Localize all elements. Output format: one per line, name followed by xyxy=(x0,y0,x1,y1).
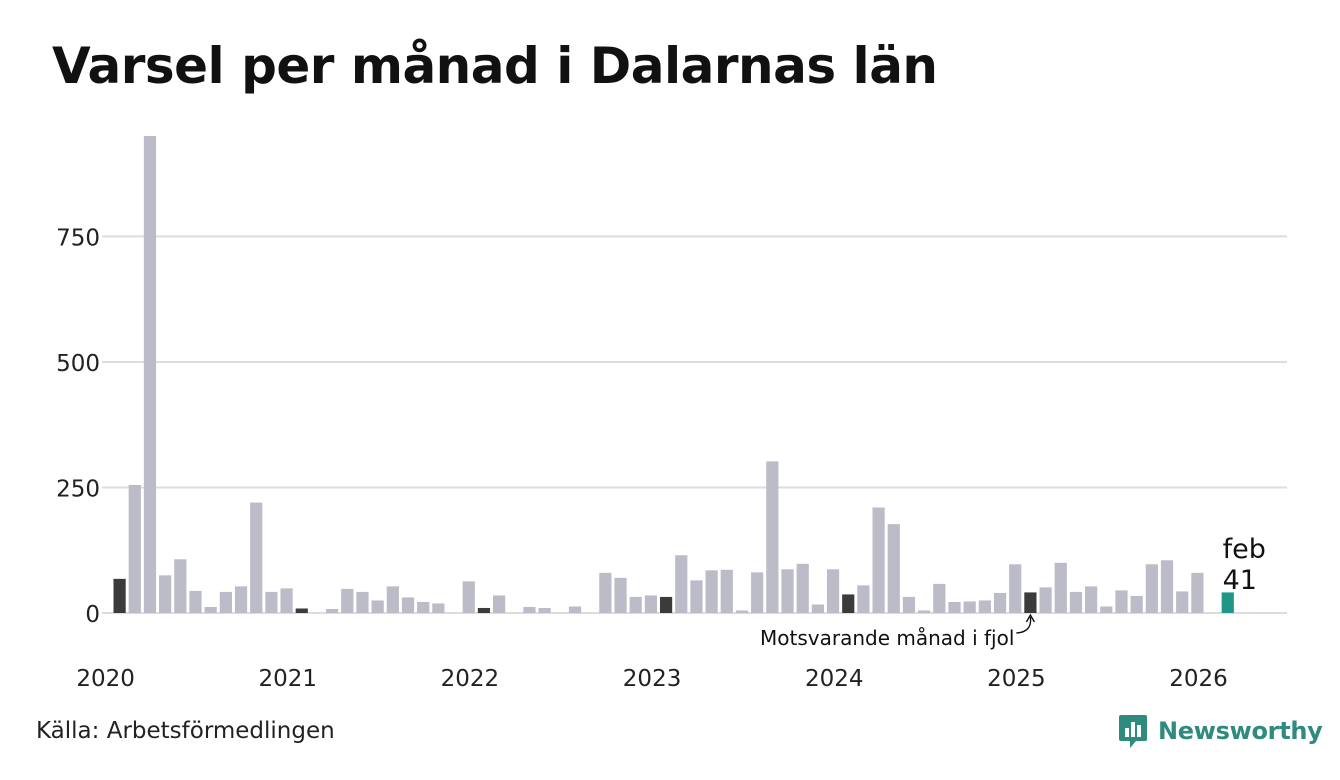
bar xyxy=(887,524,900,613)
bar xyxy=(599,572,612,613)
bar xyxy=(826,569,840,613)
bar xyxy=(295,608,308,613)
bar xyxy=(189,590,202,613)
bar xyxy=(326,608,339,613)
x-tick-label: 2025 xyxy=(987,666,1046,692)
bar xyxy=(1085,586,1098,613)
bar-current xyxy=(1221,592,1234,613)
bar xyxy=(1024,592,1037,613)
bar xyxy=(143,136,157,613)
brand-logo: Newsworthy xyxy=(1118,712,1323,750)
bar xyxy=(538,607,551,613)
x-axis-ticks: 2020 2021 2022 2023 2024 2025 2026 xyxy=(76,666,1228,692)
bar xyxy=(1039,587,1052,613)
chart-title: Varsel per månad i Dalarnas län xyxy=(52,37,938,95)
bar xyxy=(1069,591,1083,613)
bar xyxy=(386,586,399,613)
bar xyxy=(477,607,491,613)
highlight-value-label: 41 xyxy=(1223,565,1257,596)
bar xyxy=(766,461,779,613)
bar xyxy=(857,585,870,613)
brand-name: Newsworthy xyxy=(1158,717,1323,745)
x-tick-label: 2020 xyxy=(76,666,135,692)
bar xyxy=(462,581,475,613)
gridlines xyxy=(102,235,1287,614)
bar xyxy=(796,563,809,613)
bar xyxy=(872,507,885,613)
bar xyxy=(341,588,354,613)
x-tick-label: 2021 xyxy=(258,666,317,692)
bar xyxy=(568,606,582,613)
bar xyxy=(690,580,703,613)
bar xyxy=(629,596,642,613)
bar xyxy=(933,583,946,613)
x-tick-label: 2024 xyxy=(805,666,864,692)
bar xyxy=(1009,564,1022,613)
bar xyxy=(250,502,263,613)
bar xyxy=(401,597,415,613)
bar xyxy=(371,600,384,613)
newsworthy-logo-icon xyxy=(1119,715,1147,748)
y-axis-ticks: 0 250 500 750 xyxy=(56,225,100,628)
y-tick-label: 750 xyxy=(56,225,100,251)
bar xyxy=(219,591,232,613)
bar xyxy=(948,601,961,613)
bar xyxy=(280,588,293,613)
highlight-month-label: feb xyxy=(1223,534,1266,565)
bar xyxy=(417,601,430,613)
bar xyxy=(1176,591,1189,613)
bar xyxy=(523,606,536,613)
bar xyxy=(720,569,733,613)
bar xyxy=(1054,562,1067,613)
x-tick-label: 2022 xyxy=(441,666,500,692)
y-tick-label: 500 xyxy=(56,351,100,377)
bar xyxy=(493,595,506,613)
bar xyxy=(659,596,673,613)
bar xyxy=(204,606,217,613)
bar xyxy=(918,610,931,613)
bar xyxy=(128,484,141,613)
annotation-arrowhead xyxy=(1025,613,1036,623)
bar xyxy=(1145,564,1158,613)
bar xyxy=(1115,590,1128,613)
bar xyxy=(614,577,627,613)
bar xyxy=(265,591,278,613)
bar xyxy=(811,604,824,613)
bar xyxy=(1100,606,1113,613)
bar xyxy=(1191,572,1204,613)
source-note: Källa: Arbetsförmedlingen xyxy=(36,718,335,744)
bar xyxy=(644,595,657,613)
bars xyxy=(113,136,1234,613)
bar xyxy=(751,572,764,613)
annotation-arrow xyxy=(1016,616,1032,634)
bar xyxy=(978,600,991,613)
bar xyxy=(902,596,916,613)
x-tick-label: 2026 xyxy=(1169,666,1228,692)
x-tick-label: 2023 xyxy=(623,666,682,692)
bar xyxy=(993,592,1007,613)
bar xyxy=(963,601,976,613)
annotation-label: Motsvarande månad i fjol xyxy=(760,626,1014,650)
bar xyxy=(113,578,126,613)
y-tick-label: 0 xyxy=(85,602,100,628)
bar xyxy=(781,569,794,613)
bar xyxy=(1160,560,1174,613)
bar xyxy=(675,555,688,613)
bar xyxy=(234,586,248,613)
bar xyxy=(1130,595,1143,613)
bar xyxy=(159,575,172,613)
bar xyxy=(432,603,445,613)
bar xyxy=(705,570,718,613)
bar xyxy=(735,610,749,613)
bar xyxy=(842,594,855,613)
y-tick-label: 250 xyxy=(56,476,100,502)
bar xyxy=(356,591,369,613)
bar xyxy=(174,559,187,613)
